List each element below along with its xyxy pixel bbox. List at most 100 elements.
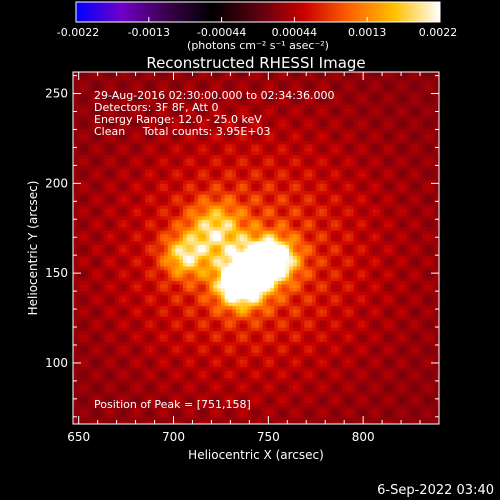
heatmap-cell [198, 190, 203, 195]
heatmap-cell [141, 352, 146, 357]
heatmap-cell [164, 420, 169, 424]
heatmap-cell [194, 158, 199, 163]
heatmap-cell [220, 219, 226, 224]
heatmap-cell [84, 212, 89, 217]
heatmap-cell [99, 395, 104, 400]
heatmap-cell [262, 409, 268, 414]
heatmap-cell [179, 197, 184, 202]
heatmap-cell [114, 136, 120, 141]
heatmap-cell [145, 143, 150, 149]
heatmap-cell [73, 165, 78, 170]
heatmap-cell [224, 395, 230, 400]
heatmap-cell [243, 280, 249, 285]
heatmap-cell [91, 373, 97, 378]
heatmap-cell [107, 373, 112, 378]
heatmap-cell [73, 222, 78, 228]
heatmap-cell [213, 129, 218, 134]
heatmap-cell [220, 291, 226, 296]
heatmap-cell [220, 215, 226, 220]
heatmap-cell [73, 388, 78, 393]
heatmap-cell [220, 82, 226, 87]
heatmap-cell [126, 334, 131, 339]
heatmap-cell [167, 305, 173, 310]
heatmap-cell [182, 362, 188, 368]
heatmap-cell [243, 377, 249, 382]
heatmap-cell [84, 344, 89, 350]
heatmap-cell [103, 100, 108, 105]
heatmap-cell [88, 341, 93, 346]
heatmap-cell [194, 204, 199, 210]
heatmap-cell [152, 330, 158, 335]
heatmap-cell [137, 265, 142, 271]
heatmap-cell [91, 341, 97, 346]
heatmap-cell [126, 305, 131, 310]
heatmap-cell [118, 258, 123, 263]
heatmap-cell [194, 222, 199, 228]
heatmap-cell [95, 212, 101, 217]
heatmap-cell [209, 298, 214, 303]
heatmap-cell [186, 208, 192, 213]
heatmap-cell [255, 154, 260, 159]
heatmap-cell [167, 373, 173, 378]
heatmap-cell [194, 380, 199, 386]
heatmap-cell [175, 362, 180, 368]
heatmap-cell [228, 291, 233, 296]
heatmap-cell [164, 265, 169, 271]
heatmap-cell [175, 265, 180, 271]
heatmap-cell [122, 222, 127, 228]
heatmap-cell [194, 330, 199, 335]
heatmap-cell [137, 129, 142, 134]
heatmap-cell [114, 391, 120, 396]
heatmap-cell [76, 344, 82, 350]
heatmap-cell [179, 97, 184, 102]
heatmap-cell [76, 269, 82, 274]
heatmap-cell [137, 183, 142, 188]
heatmap-cell [156, 179, 161, 184]
heatmap-cell [186, 125, 192, 131]
heatmap-cell [126, 283, 131, 289]
heatmap-cell [251, 208, 256, 213]
heatmap-cell [110, 107, 116, 113]
heatmap-cell [148, 305, 154, 310]
heatmap-cell [220, 344, 226, 350]
heatmap-cell [129, 100, 135, 105]
heatmap-cell [179, 179, 184, 184]
heatmap-cell [258, 323, 264, 328]
heatmap-cell [239, 298, 245, 303]
heatmap-cell [91, 298, 97, 303]
heatmap-cell [145, 294, 150, 299]
heatmap-cell [88, 370, 93, 375]
heatmap-cell [255, 115, 260, 120]
heatmap-cell [209, 212, 214, 217]
heatmap-cell [224, 168, 230, 174]
heatmap-cell [213, 179, 218, 184]
heatmap-cell [228, 183, 233, 188]
heatmap-cell [80, 151, 85, 156]
heatmap-cell [201, 89, 207, 95]
heatmap-cell [76, 219, 82, 224]
heatmap-cell [243, 276, 249, 281]
heatmap-cell [243, 72, 249, 77]
heatmap-cell [182, 327, 188, 332]
heatmap-cell [217, 251, 222, 256]
heatmap-cell [205, 370, 211, 375]
colorbar-tick-label: -0.0013 [128, 26, 170, 39]
heatmap-cell [122, 276, 127, 281]
heatmap-cell [167, 136, 173, 141]
heatmap-cell [152, 215, 158, 220]
heatmap-cell [73, 161, 78, 166]
heatmap-cell [243, 291, 249, 296]
heatmap-cell [175, 194, 180, 199]
heatmap-cell [182, 240, 188, 246]
heatmap-cell [182, 251, 188, 256]
heatmap-cell [239, 79, 245, 84]
heatmap-cell [95, 323, 101, 328]
heatmap-cell [182, 398, 188, 404]
heatmap-cell [201, 413, 207, 418]
heatmap-cell [228, 240, 233, 246]
heatmap-cell [186, 93, 192, 98]
heatmap-cell [217, 212, 222, 217]
colorbar-tick-label: -0.00044 [197, 26, 246, 39]
heatmap-cell [95, 287, 101, 292]
heatmap-cell [99, 226, 104, 231]
